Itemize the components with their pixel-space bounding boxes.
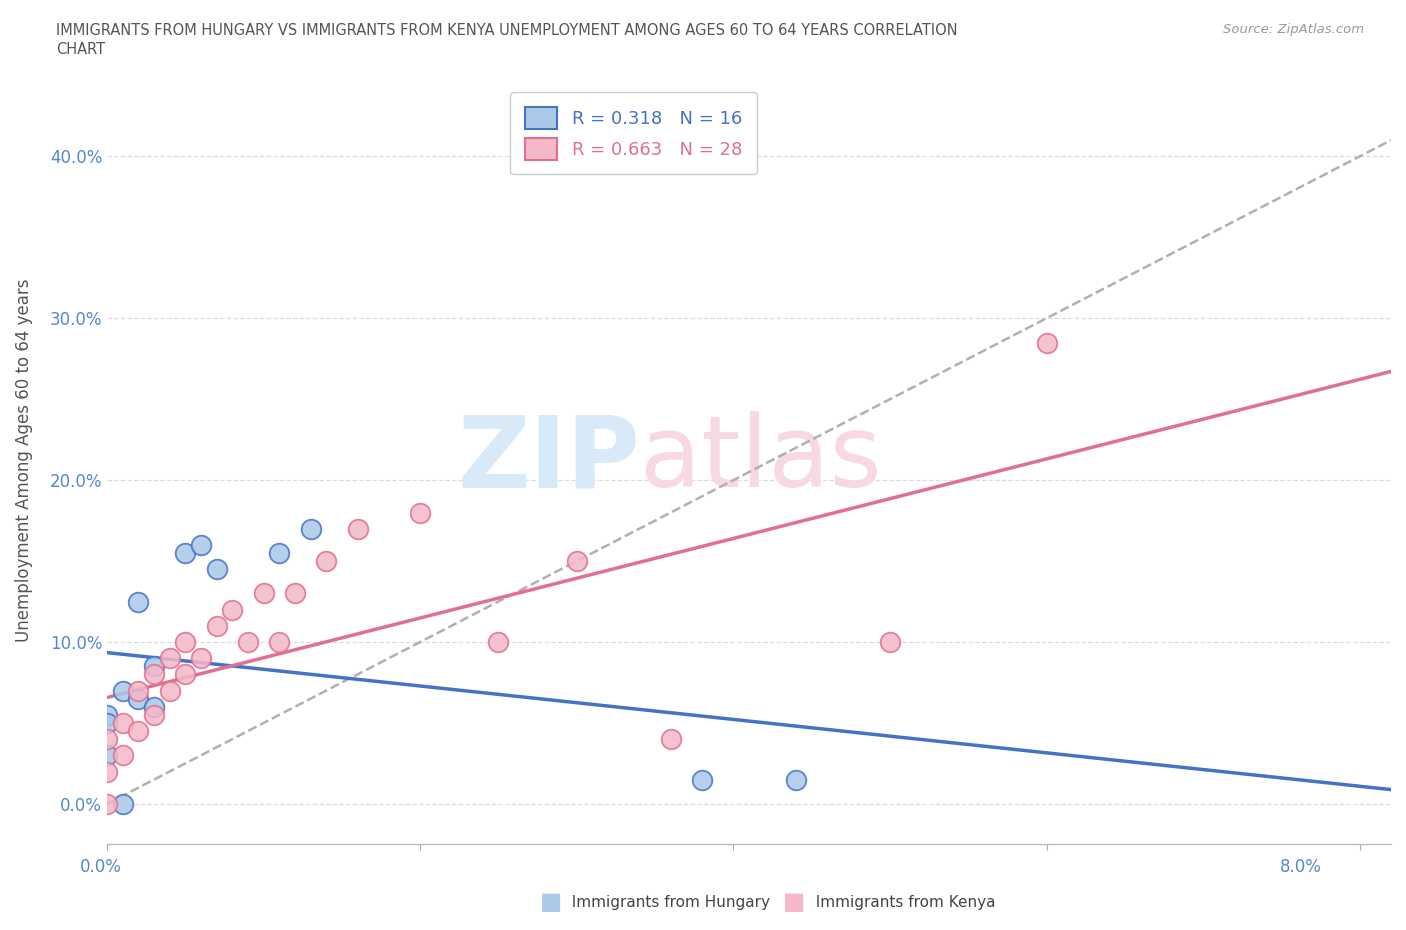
Point	[127, 594, 149, 609]
Point	[96, 764, 118, 779]
Text: atlas: atlas	[640, 411, 882, 509]
Point	[346, 521, 368, 536]
Legend: R = 0.318   N = 16, R = 0.663   N = 28: R = 0.318 N = 16, R = 0.663 N = 28	[510, 92, 756, 174]
Point	[111, 748, 134, 763]
Point	[488, 634, 510, 649]
Point	[1035, 335, 1057, 350]
Point	[96, 796, 118, 811]
Point	[409, 505, 432, 520]
Point	[236, 634, 259, 649]
Text: 0.0%: 0.0%	[80, 858, 122, 876]
Point	[690, 772, 713, 787]
Y-axis label: Unemployment Among Ages 60 to 64 years: Unemployment Among Ages 60 to 64 years	[15, 278, 32, 642]
Point	[111, 715, 134, 730]
Point	[879, 634, 901, 649]
Point	[190, 651, 212, 666]
Point	[565, 553, 588, 568]
Point	[127, 691, 149, 706]
Point	[174, 634, 197, 649]
Point	[315, 553, 337, 568]
Point	[269, 634, 291, 649]
Text: CHART: CHART	[56, 42, 105, 57]
Point	[143, 708, 166, 723]
Text: ■: ■	[540, 890, 562, 914]
Point	[111, 796, 134, 811]
Point	[143, 658, 166, 673]
Point	[299, 521, 322, 536]
Text: Immigrants from Hungary: Immigrants from Hungary	[562, 895, 770, 910]
Point	[159, 684, 181, 698]
Text: IMMIGRANTS FROM HUNGARY VS IMMIGRANTS FROM KENYA UNEMPLOYMENT AMONG AGES 60 TO 6: IMMIGRANTS FROM HUNGARY VS IMMIGRANTS FR…	[56, 23, 957, 38]
Point	[111, 684, 134, 698]
Point	[174, 667, 197, 682]
Text: 8.0%: 8.0%	[1279, 858, 1322, 876]
Point	[659, 732, 682, 747]
Point	[96, 708, 118, 723]
Point	[127, 724, 149, 738]
Point	[190, 538, 212, 552]
Point	[205, 562, 228, 577]
Point	[205, 618, 228, 633]
Point	[96, 715, 118, 730]
Text: ■: ■	[783, 890, 806, 914]
Point	[221, 603, 243, 618]
Point	[252, 586, 274, 601]
Text: ZIP: ZIP	[457, 411, 640, 509]
Point	[174, 546, 197, 561]
Text: Immigrants from Kenya: Immigrants from Kenya	[806, 895, 995, 910]
Text: Source: ZipAtlas.com: Source: ZipAtlas.com	[1223, 23, 1364, 36]
Point	[96, 732, 118, 747]
Point	[143, 667, 166, 682]
Point	[159, 651, 181, 666]
Point	[284, 586, 307, 601]
Point	[269, 546, 291, 561]
Point	[143, 699, 166, 714]
Point	[96, 748, 118, 763]
Point	[127, 684, 149, 698]
Point	[785, 772, 807, 787]
